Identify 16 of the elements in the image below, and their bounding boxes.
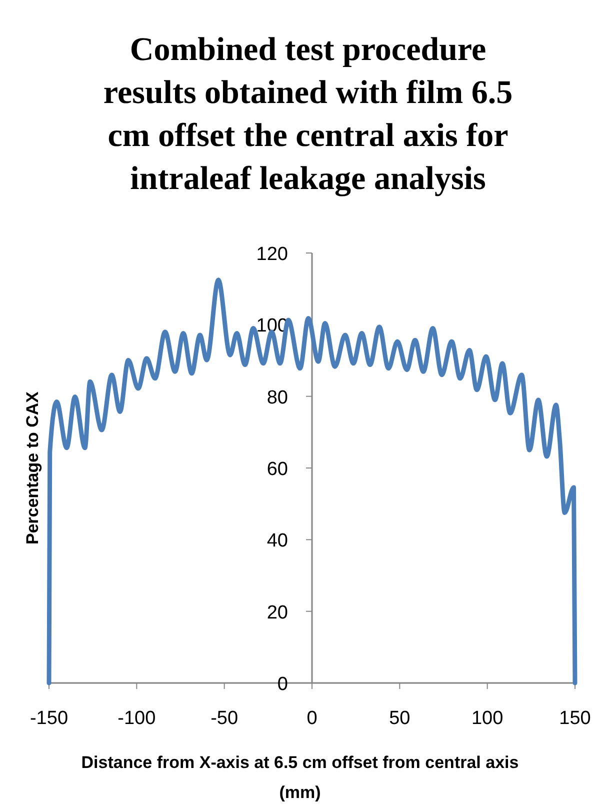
x-tick-label: 0 xyxy=(306,708,318,729)
y-tick-label: 60 xyxy=(266,459,288,480)
x-tick-label: 100 xyxy=(471,708,504,729)
y-tick-label: 40 xyxy=(266,530,288,552)
x-tick-label: -50 xyxy=(210,708,238,729)
x-tick-label: 150 xyxy=(559,708,591,729)
y-tick-label: 0 xyxy=(277,674,288,695)
x-tick-label: 50 xyxy=(389,708,410,729)
y-axis-title: Percentage to CAX xyxy=(23,390,42,545)
x-tick-label: -100 xyxy=(118,708,156,729)
chart-title: Combined test procedure results obtained with film 6.5 cm offset the central axis for intraleaf leakage analysis xyxy=(103,32,513,197)
y-tick-label: 120 xyxy=(256,244,288,265)
x-tick-label: -150 xyxy=(30,708,68,729)
y-tick-label: 80 xyxy=(266,387,288,408)
y-tick-label: 20 xyxy=(266,602,288,624)
x-axis-title: Distance from X-axis at 6.5 cm offset from central axis (mm) xyxy=(81,753,519,802)
